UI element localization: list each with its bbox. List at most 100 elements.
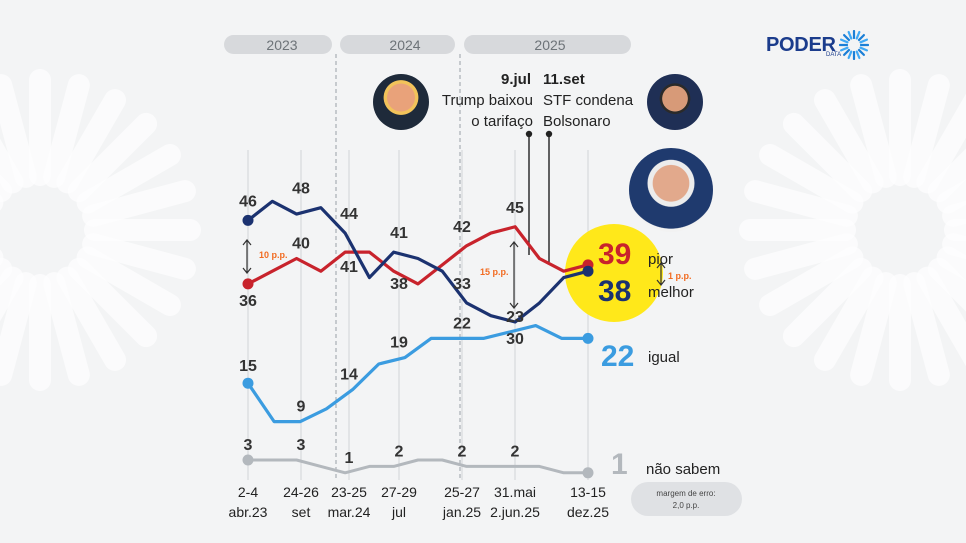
background-ray <box>56 89 126 194</box>
value-label: 48 <box>292 181 310 198</box>
background-ray <box>903 272 950 386</box>
background-ray <box>43 74 90 188</box>
lula-photo <box>629 148 713 232</box>
value-label: 41 <box>340 259 358 276</box>
gap-arrow-2023 <box>242 239 252 274</box>
x-tick-label: 2-4 <box>238 484 258 500</box>
series-endpoint-pior <box>242 278 254 290</box>
x-tick-label: 13-15 <box>570 484 606 500</box>
background-ray <box>916 93 966 194</box>
background-ray <box>759 144 864 214</box>
final-value-pior: 39 <box>598 238 631 271</box>
year-label-2023: 2023 <box>266 37 297 53</box>
background-ray <box>936 246 966 281</box>
background-ray <box>82 180 196 227</box>
x-tick-label: dez.25 <box>567 504 609 520</box>
background-ray <box>0 138 24 194</box>
background-ray <box>850 272 897 386</box>
event-text-stf-1: STF condena <box>543 92 634 109</box>
bolsonaro-photo <box>647 74 703 130</box>
background-ray <box>782 257 873 348</box>
margin-text-2: 2,0 p.p. <box>673 501 700 510</box>
value-label: 33 <box>453 276 471 293</box>
gap-annotations: 10 p.p. 15 p.p. 1 p.p. <box>242 239 692 309</box>
value-label: 15 <box>239 358 257 375</box>
logo-subtitle: DATA <box>826 52 842 58</box>
background-ray <box>43 272 90 386</box>
background-ray <box>759 246 864 316</box>
value-label: 42 <box>453 219 471 236</box>
year-pill-2023 <box>224 35 332 54</box>
final-values: 39 38 22 1 pior melhor igual não sabem <box>598 238 720 481</box>
value-label: 36 <box>239 293 257 310</box>
final-value-nao-sabem: 1 <box>611 448 628 481</box>
final-value-igual: 22 <box>601 340 634 373</box>
x-tick-label: 31.mai <box>494 484 536 500</box>
background-ray <box>782 112 873 203</box>
value-label: 2 <box>511 443 520 460</box>
gap-label-2023: 10 p.p. <box>259 250 288 260</box>
series-name-nao-sabem: não sabem <box>646 461 720 478</box>
value-label: 44 <box>340 206 358 223</box>
value-label: 41 <box>390 225 408 242</box>
logo-sun-icon <box>838 30 869 60</box>
gap-arrow-final <box>656 262 666 286</box>
event-annotations: 9.jul Trump baixou o tarifaço 11.set STF… <box>442 71 634 262</box>
background-ray <box>76 246 181 316</box>
event-dot-stf <box>545 130 553 138</box>
x-axis-labels: 2-4 abr.23 24-26 set 23-25 mar.24 27-29 jul 25-2… <box>229 484 610 520</box>
x-tick-label: set <box>292 504 311 520</box>
series-line-pior <box>246 225 590 286</box>
background-ray <box>936 179 966 214</box>
background-ray <box>927 257 966 312</box>
value-label: 40 <box>292 236 310 253</box>
background-ray <box>67 257 158 348</box>
event-text-stf-2: Bolsonaro <box>543 113 611 130</box>
event-text-tariff-1: Trump baixou <box>442 92 533 109</box>
series-name-pior: pior <box>648 251 673 268</box>
gap-arrow-2025 <box>509 241 519 309</box>
value-label: 30 <box>506 331 524 348</box>
highlight-disc <box>565 224 663 322</box>
series-line-não-sabem <box>246 458 590 475</box>
x-tick-label: jan.25 <box>442 504 481 520</box>
event-dot-tariff <box>525 130 533 138</box>
year-label-2025: 2025 <box>534 37 565 53</box>
gap-label-2025: 15 p.p. <box>480 267 509 277</box>
x-tick-label: 23-25 <box>331 484 367 500</box>
series-endpoints <box>242 214 594 479</box>
trump-photo <box>373 74 429 130</box>
event-date-stf: 11.set <box>543 71 585 88</box>
background-ray <box>927 148 966 203</box>
value-label: 14 <box>340 367 358 384</box>
series-line-igual <box>246 324 590 424</box>
background-ray <box>0 272 37 386</box>
series-endpoint-melhor <box>582 265 594 277</box>
event-text-tariff-2: o tarifaço <box>471 113 533 130</box>
logo-wordmark: PODER <box>766 33 836 56</box>
series-name-melhor: melhor <box>648 284 694 301</box>
event-date-tariff: 9.jul <box>501 71 531 88</box>
value-label: 22 <box>453 315 471 332</box>
x-tick-label: abr.23 <box>229 504 268 520</box>
background-ray <box>56 266 126 371</box>
margin-of-error: margem de erro: 2,0 p.p. <box>631 482 742 516</box>
background-ray <box>850 74 897 188</box>
x-tick-label: jul <box>391 504 406 520</box>
x-tick-label: 2.jun.25 <box>490 504 540 520</box>
value-label: 3 <box>244 437 253 454</box>
value-label: 46 <box>239 193 257 210</box>
value-label: 19 <box>390 335 408 352</box>
background-ray <box>67 112 158 203</box>
year-pill-2024 <box>340 35 455 54</box>
background-ray <box>0 266 24 322</box>
background-rays <box>0 69 966 391</box>
poder-data-logo: PODER DATA <box>766 30 869 60</box>
margin-text-1: margem de erro: <box>656 489 715 498</box>
x-tick-label: 27-29 <box>381 484 417 500</box>
series-endpoint-igual <box>582 332 594 344</box>
year-pill-2025 <box>464 35 631 54</box>
series-name-igual: igual <box>648 349 680 366</box>
